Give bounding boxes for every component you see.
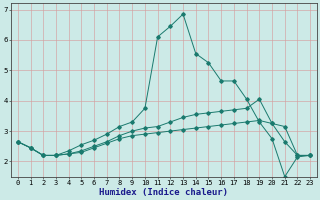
X-axis label: Humidex (Indice chaleur): Humidex (Indice chaleur): [100, 188, 228, 197]
